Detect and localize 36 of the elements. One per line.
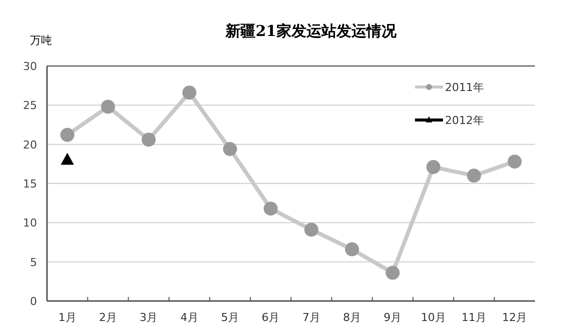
x-tick-label: 3月 bbox=[140, 311, 158, 324]
y-tick-label: 0 bbox=[30, 295, 37, 308]
point bbox=[101, 100, 115, 114]
point bbox=[467, 168, 481, 183]
legend-label: 2012年 bbox=[445, 114, 484, 127]
point bbox=[142, 132, 156, 147]
point bbox=[304, 222, 318, 237]
point bbox=[182, 86, 196, 100]
y-tick-label: 30 bbox=[23, 60, 37, 73]
x-tick-label: 7月 bbox=[302, 311, 320, 324]
x-tick-label: 9月 bbox=[384, 311, 402, 324]
x-tick-label: 4月 bbox=[180, 311, 198, 324]
y-tick-label: 15 bbox=[23, 178, 37, 190]
point bbox=[345, 242, 359, 256]
y-tick-label: 20 bbox=[23, 138, 37, 152]
x-tick-label: 1月 bbox=[58, 311, 76, 324]
x-tick-label: 12月 bbox=[502, 311, 528, 324]
point bbox=[426, 160, 440, 174]
point bbox=[60, 128, 74, 142]
point bbox=[508, 154, 522, 169]
x-tick-label: 6月 bbox=[262, 311, 280, 324]
x-tick-label: 5月 bbox=[221, 311, 239, 324]
point bbox=[60, 152, 74, 165]
x-tick-label: 8月 bbox=[343, 311, 361, 324]
x-tick-label: 2月 bbox=[99, 311, 117, 324]
x-tick-label: 11月 bbox=[462, 311, 486, 324]
x-tick-label: 10月 bbox=[420, 311, 446, 324]
y-tick-label: 10 bbox=[23, 216, 37, 230]
y-tick-label: 25 bbox=[23, 99, 37, 112]
y-tick-label: 5 bbox=[30, 256, 37, 269]
y-axis-title: 万吨 bbox=[30, 34, 52, 47]
chart-title: 新疆21家发运站发运情况 bbox=[224, 22, 398, 40]
point bbox=[386, 266, 400, 280]
legend-label: 2011年 bbox=[445, 81, 484, 94]
point bbox=[264, 202, 278, 216]
point bbox=[223, 142, 237, 156]
